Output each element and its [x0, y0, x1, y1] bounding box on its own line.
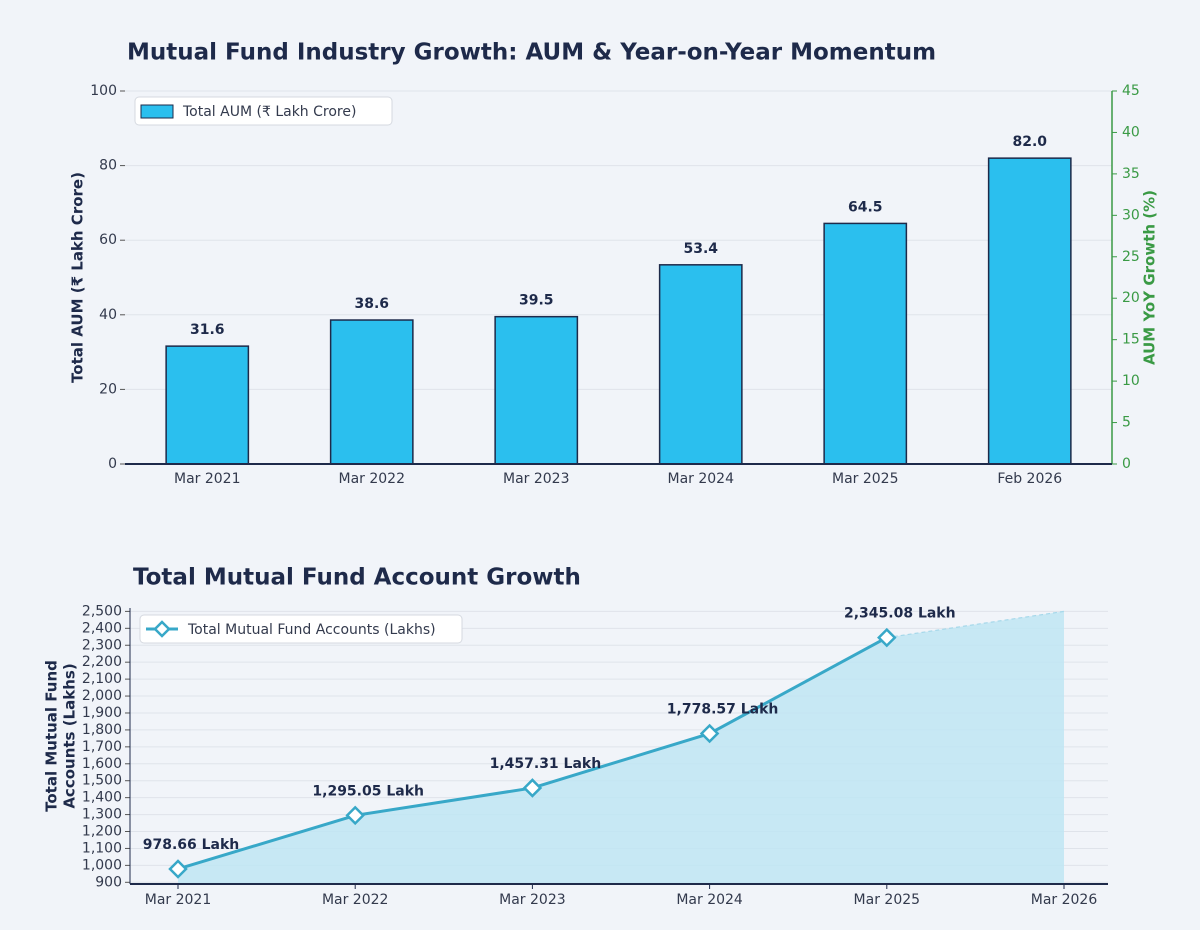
marker: [877, 627, 897, 648]
legend-marker: [153, 620, 171, 638]
y2-tick-label: 0: [1122, 456, 1131, 472]
y-tick-label: 1,500: [82, 773, 122, 789]
line-segment: [708, 636, 888, 735]
value-label: 1,295.05 Lakh: [312, 783, 424, 799]
x-tick-label: Mar 2025: [854, 892, 921, 908]
bar: [494, 315, 579, 465]
y-axis-label: Accounts (Lakhs): [61, 663, 79, 808]
y-tick-label: 1,000: [82, 857, 122, 873]
chart-title: Total Mutual Fund Account Growth: [133, 565, 581, 591]
x-tick-label: Mar 2024: [668, 471, 735, 487]
chart-title: Mutual Fund Industry Growth: AUM & Year-…: [127, 40, 936, 66]
y2-tick-label: 5: [1122, 415, 1131, 431]
y2-tick-label: 35: [1122, 166, 1140, 182]
x-tick-label: Mar 2024: [676, 892, 743, 908]
y-axis-label: Total AUM (₹ Lakh Crore): [69, 172, 87, 383]
value-label: 82.0: [1012, 134, 1047, 150]
value-label: 64.5: [848, 199, 883, 215]
legend-label: Total Mutual Fund Accounts (Lakhs): [187, 622, 436, 638]
y-tick-label: 2,400: [82, 620, 122, 636]
y-tick-label: 1,700: [82, 739, 122, 755]
x-tick-label: Mar 2021: [174, 471, 241, 487]
value-label: 1,778.57 Lakh: [667, 702, 779, 718]
marker: [522, 778, 543, 798]
marker: [168, 859, 188, 879]
y2-tick-label: 20: [1122, 290, 1140, 306]
bar: [329, 319, 414, 465]
x-tick-label: Mar 2026: [1031, 892, 1098, 908]
x-tick-label: Mar 2022: [339, 471, 406, 487]
y-tick-label: 1,900: [82, 705, 122, 721]
line-segment: [177, 813, 356, 871]
y2-tick-label: 40: [1122, 124, 1140, 140]
area: [178, 611, 1064, 884]
y-tick-label: 1,800: [82, 722, 122, 738]
y-tick-label: 20: [99, 381, 117, 397]
y-tick-label: 1,600: [82, 756, 122, 772]
y-tick-label: 2,200: [82, 654, 122, 670]
bar: [987, 157, 1072, 465]
bar: [823, 222, 908, 465]
y2-tick-label: 10: [1122, 373, 1140, 389]
value-label: 1,457.31 Lakh: [490, 756, 602, 772]
marker: [345, 805, 365, 826]
x-tick-label: Mar 2022: [322, 892, 389, 908]
y2-tick-label: 45: [1122, 83, 1140, 99]
line-segment: [354, 786, 533, 817]
x-tick-label: Mar 2023: [503, 471, 570, 487]
legend-box: [139, 614, 463, 644]
marker: [699, 723, 720, 744]
y-tick-label: 1,400: [82, 790, 122, 806]
y-tick-label: 0: [108, 456, 117, 472]
y-tick-label: 2,300: [82, 637, 122, 653]
line-segment: [886, 610, 1065, 639]
x-tick-label: Feb 2026: [997, 471, 1062, 487]
value-label: 53.4: [683, 241, 718, 257]
value-label: 978.66 Lakh: [143, 837, 240, 853]
x-tick-label: Mar 2025: [832, 471, 899, 487]
y-tick-label: 100: [90, 83, 117, 99]
x-tick-label: Mar 2021: [145, 892, 212, 908]
line-segment: [531, 732, 711, 790]
value-label: 31.6: [190, 322, 225, 338]
y-tick-label: 2,500: [82, 603, 122, 619]
legend-swatch: [140, 104, 174, 119]
y-tick-label: 40: [99, 307, 117, 323]
value-label: 38.6: [354, 296, 389, 312]
y-tick-label: 80: [99, 158, 117, 174]
y-tick-label: 1,100: [82, 840, 122, 856]
y2-axis-label: AUM YoY Growth (%): [1141, 190, 1159, 365]
y-tick-label: 1,200: [82, 824, 122, 840]
value-label: 2,345.08 Lakh: [844, 606, 956, 622]
x-tick-label: Mar 2023: [499, 892, 566, 908]
y2-tick-label: 30: [1122, 207, 1140, 223]
y-tick-label: 2,000: [82, 688, 122, 704]
y-tick-label: 2,100: [82, 671, 122, 687]
y-tick-label: 1,300: [82, 807, 122, 823]
y-tick-label: 900: [95, 874, 122, 890]
y2-tick-label: 25: [1122, 249, 1140, 265]
bar: [658, 264, 743, 465]
legend-box: [134, 96, 393, 126]
legend-label: Total AUM (₹ Lakh Crore): [182, 104, 356, 120]
value-label: 39.5: [519, 293, 554, 309]
y2-tick-label: 15: [1122, 332, 1140, 348]
bar: [165, 345, 250, 465]
y-axis-label: Total Mutual Fund: [43, 660, 61, 812]
y-tick-label: 60: [99, 232, 117, 248]
